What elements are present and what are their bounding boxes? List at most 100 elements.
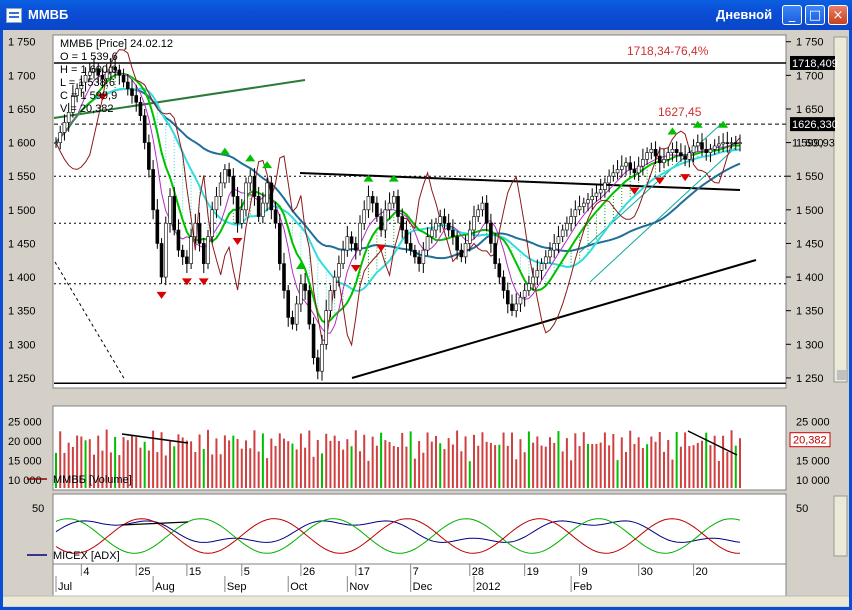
candle-body — [615, 169, 620, 174]
price-tick-right: 1 550 — [796, 171, 824, 183]
candle-body — [383, 209, 388, 231]
candle-body — [480, 202, 485, 211]
candle-body — [337, 263, 341, 278]
candle-body — [738, 142, 742, 144]
candle-body — [577, 206, 582, 211]
candle-body — [185, 256, 189, 264]
candle-body — [657, 155, 662, 164]
candle-body — [531, 276, 535, 285]
candle-body — [66, 112, 71, 123]
price-tick-right: 1 500 — [796, 205, 824, 217]
scroll-down-icon[interactable] — [837, 370, 846, 380]
candle-body — [193, 222, 198, 238]
candle-body — [489, 222, 493, 244]
candle-body — [113, 66, 117, 71]
candle-body — [324, 310, 329, 345]
candle-body — [121, 75, 126, 83]
price-panel — [52, 34, 787, 389]
adx-panel-scrollbar[interactable] — [833, 495, 848, 557]
date-month-label: Oct — [290, 581, 307, 593]
candle-body — [142, 115, 147, 143]
candle-body — [590, 196, 595, 201]
candle-body — [573, 209, 578, 217]
price-tick-right: 1 650 — [796, 104, 824, 116]
candle-body — [235, 196, 240, 224]
ohlc-low: L = 1 538,6 — [60, 77, 115, 89]
candle-body — [560, 229, 565, 238]
price-tick-right: 1 300 — [796, 339, 824, 351]
candle-body — [438, 216, 443, 224]
price-tick-right: 1 750 — [796, 37, 824, 49]
candle-body — [565, 222, 569, 231]
date-day-label: 20 — [696, 566, 708, 578]
date-month-label: Nov — [349, 581, 369, 593]
candle-body — [134, 95, 139, 103]
candle-body — [294, 303, 299, 325]
candle-body — [691, 145, 696, 153]
candle-body — [607, 175, 611, 184]
candle-body — [725, 142, 730, 144]
adx-legend-label: MICEX [ADX] — [53, 550, 120, 562]
price-tick-left: 1 550 — [8, 171, 36, 183]
candle-body — [527, 283, 531, 291]
candle-body — [332, 276, 337, 291]
candle-body — [404, 229, 409, 244]
candle-body — [581, 202, 586, 207]
candle-body — [286, 290, 291, 318]
buy-arrow-icon — [245, 154, 256, 162]
candle-body — [459, 249, 464, 258]
candle-body — [662, 159, 666, 164]
trendline-support — [351, 259, 757, 379]
candle-body — [442, 216, 447, 224]
candle-body — [674, 149, 679, 153]
sell-arrow-icon — [680, 174, 691, 182]
date-day-label: 9 — [582, 566, 588, 578]
period-selector[interactable]: Дневной — [716, 7, 773, 22]
candle-body — [155, 209, 160, 244]
price-tick-left: 1 650 — [8, 104, 36, 116]
candle-body — [311, 323, 316, 359]
candle-body — [501, 276, 506, 291]
stock-chart[interactable]: 1718,34-76,4% 1718,409 1627,45 1626,330 1 59… — [0, 30, 852, 610]
price-panel-scrollbar[interactable] — [833, 36, 848, 383]
adx-trendline — [121, 521, 189, 526]
di-plus-line — [55, 518, 741, 554]
buy-arrow-icon — [262, 161, 273, 169]
price-level-tag: 1626,330 — [792, 119, 838, 131]
candle-body — [109, 66, 113, 73]
trendline-green — [53, 79, 306, 119]
volume-tick-right: 25 000 — [796, 417, 830, 429]
candle-body — [552, 243, 557, 251]
candle-body — [539, 263, 544, 271]
price-tick-right: 1 350 — [796, 306, 824, 318]
candle-body — [548, 249, 552, 258]
sell-arrow-icon — [181, 278, 192, 286]
candle-body — [569, 216, 573, 224]
candle-body — [299, 283, 303, 305]
buy-arrow-icon — [295, 261, 306, 269]
candle-body — [717, 143, 721, 147]
candle-body — [248, 175, 253, 184]
candle-body — [353, 243, 358, 251]
candle-body — [396, 196, 400, 217]
candle-body — [729, 142, 734, 144]
date-day-label: 4 — [83, 566, 89, 578]
price-tick-left: 1 300 — [8, 339, 36, 351]
adx-tick-right: 50 — [796, 503, 808, 515]
sell-arrow-icon — [156, 291, 167, 299]
candle-body — [176, 229, 181, 251]
close-button[interactable]: × — [828, 5, 848, 25]
candle-body — [641, 159, 645, 167]
price-level-tag-bg — [790, 117, 835, 132]
minimize-button[interactable]: _ — [782, 5, 802, 25]
candle-body — [425, 236, 430, 251]
maximize-button[interactable]: □ — [805, 5, 825, 25]
date-day-label: 7 — [413, 566, 419, 578]
horizontal-scrollbar[interactable] — [0, 595, 852, 608]
candle-body — [201, 243, 206, 264]
price-tick-left: 1 400 — [8, 272, 36, 284]
price-tick-left: 1 700 — [8, 70, 36, 82]
price-tick-right: 1 250 — [796, 373, 824, 385]
candle-body — [328, 290, 333, 311]
